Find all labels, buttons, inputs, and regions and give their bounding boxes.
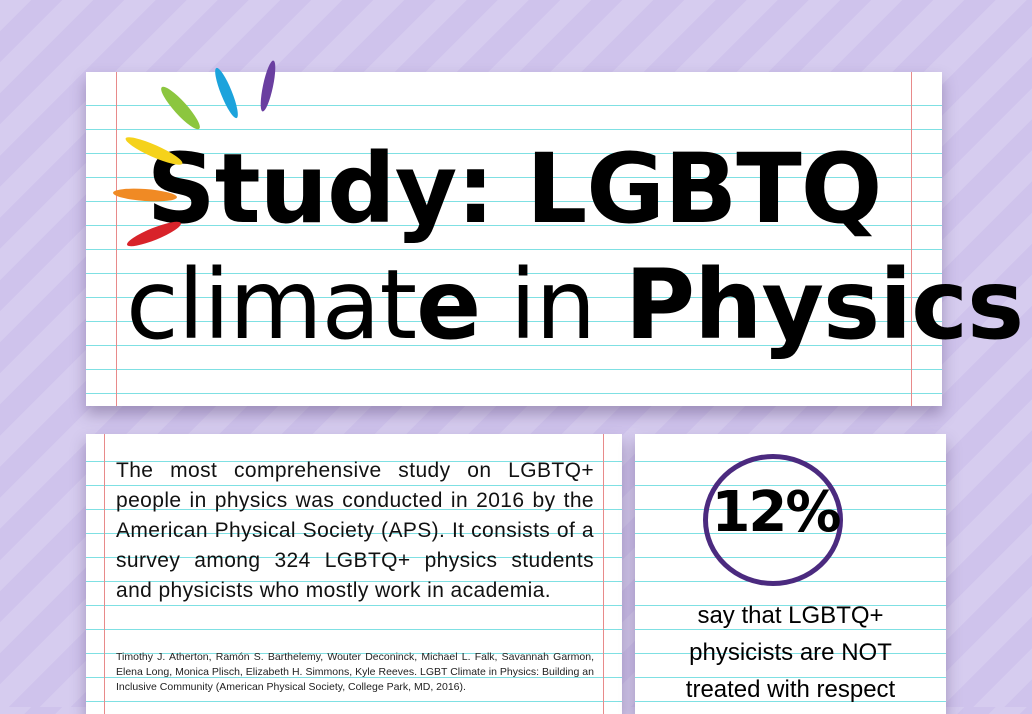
stat-card: 12% say that LGBTQ+ physicists are NOT t… [635,434,946,714]
study-description: The most comprehensive study on LGBTQ+ p… [116,459,594,602]
title-lgbtq: LGBTQ [526,133,882,245]
study-citation: Timothy J. Atherton, Ramón S. Barthelemy… [116,651,594,693]
stat-caption-line-3: treated with respect [685,676,896,703]
margin-line-right [603,434,604,714]
stat-value: 12% [711,480,841,545]
info-card: The most comprehensive study on LGBTQ+ p… [86,434,622,714]
margin-line-left [116,72,117,406]
title-climat: climat [126,249,417,361]
stat-circle [703,454,843,586]
title-e: e [416,249,481,361]
title-in: in [480,249,625,361]
margin-line-left [104,434,105,714]
stat-caption-line-1: say that LGBTQ+ [697,602,884,629]
page-title-line-2: climate in Physics [86,249,1024,361]
margin-line-right [911,72,912,406]
page-title-line-1: Study: LGBTQ [86,134,942,244]
title-physics: Physics [624,249,1024,361]
stat-caption: say that LGBTQ+ physicists are NOT treat… [635,597,946,708]
stat-caption-line-2: physicists are NOT [689,639,892,666]
title-study: Study: [146,133,527,245]
title-card: Study: LGBTQ climate in Physics [86,72,1024,406]
